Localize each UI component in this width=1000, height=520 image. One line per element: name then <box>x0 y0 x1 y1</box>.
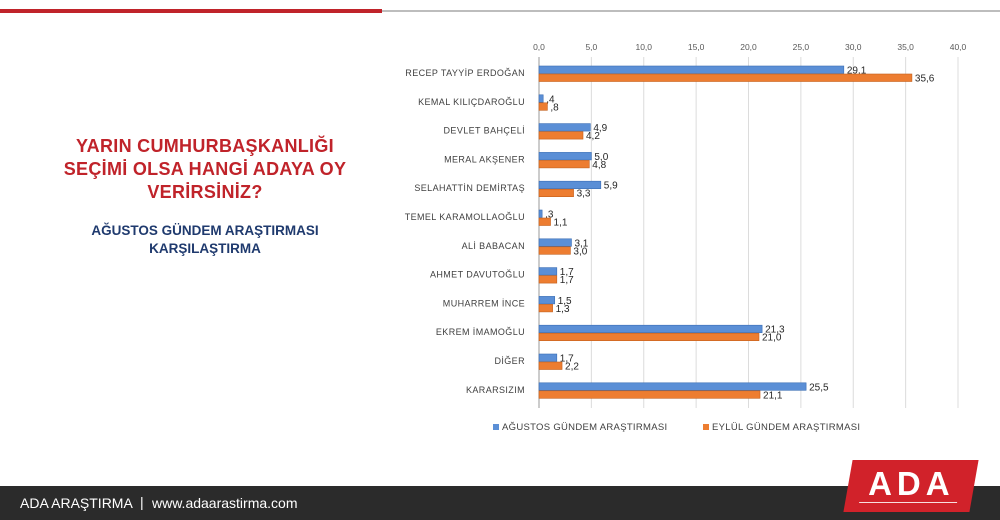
data-label: 25,5 <box>809 382 829 393</box>
bar-agustos <box>538 180 602 189</box>
top-accent-line <box>0 9 382 13</box>
data-label: 29,1 <box>847 66 867 77</box>
category-label: KARARSIZIM <box>466 385 525 395</box>
top-divider-line <box>0 10 1000 12</box>
bar-agustos <box>538 353 558 362</box>
data-label: 1,7 <box>560 354 574 365</box>
data-label: 1,1 <box>554 218 568 229</box>
category-label: SELAHATTİN DEMİRTAŞ <box>414 183 525 193</box>
footer-brand: ADA ARAŞTIRMA <box>20 495 133 511</box>
x-tick-label: 25,0 <box>793 42 810 52</box>
bar-agustos <box>538 382 807 391</box>
x-tick-label: 30,0 <box>845 42 862 52</box>
bar-eylul <box>538 275 558 284</box>
category-label: KEMAL KILIÇDAROĞLU <box>418 97 525 107</box>
bar-eylul <box>538 304 553 313</box>
bar-agustos <box>538 324 763 334</box>
category-label: MUHARREM İNCE <box>443 298 525 308</box>
category-label: DİĞER <box>494 356 525 366</box>
x-tick-label: 20,0 <box>740 42 757 52</box>
data-label: 3,0 <box>573 246 587 257</box>
data-label: 1,5 <box>558 296 572 307</box>
data-label: 4,2 <box>586 131 600 142</box>
data-label: 21,1 <box>763 390 783 401</box>
bar-eylul <box>538 217 551 226</box>
data-label: ,3 <box>545 210 554 221</box>
bar-eylul <box>538 160 590 169</box>
data-label: 4,8 <box>592 160 606 171</box>
legend-swatch-agustos <box>493 424 499 430</box>
bar-eylul <box>538 332 760 342</box>
bar-eylul <box>538 361 563 370</box>
bar-eylul <box>538 246 571 255</box>
x-tick-label: 0,0 <box>533 42 545 52</box>
slide-subtitle: AĞUSTOS GÜNDEM ARAŞTIRMASI KARŞILAŞTIRMA <box>91 223 319 256</box>
data-label: 5,9 <box>604 181 618 192</box>
bar-agustos <box>538 123 591 132</box>
x-tick-label: 35,0 <box>897 42 914 52</box>
category-label: TEMEL KARAMOLLAOĞLU <box>405 212 525 222</box>
bar-agustos <box>538 238 572 247</box>
data-label: 1,7 <box>560 267 574 278</box>
ada-logo: ADA <box>843 460 979 512</box>
logo-underline <box>859 502 958 503</box>
bar-eylul <box>538 102 548 111</box>
data-label: 1,7 <box>560 275 574 286</box>
bar-agustos <box>538 209 543 218</box>
legend-label-agustos: AĞUSTOS GÜNDEM ARAŞTIRMASI <box>502 422 667 433</box>
category-label: ALİ BABACAN <box>462 241 525 251</box>
bar-agustos <box>538 94 544 103</box>
logo-text: ADA <box>868 465 955 502</box>
data-label: 4,9 <box>593 123 607 134</box>
footer-separator: | <box>140 494 144 510</box>
data-label: 3,3 <box>577 189 591 200</box>
legend-swatch-eylul <box>703 424 709 430</box>
category-label: DEVLET BAHÇELİ <box>444 126 525 136</box>
x-tick-label: 15,0 <box>688 42 705 52</box>
data-label: 21,0 <box>762 333 782 344</box>
category-label: EKREM İMAMOĞLU <box>436 327 525 337</box>
data-label: ,4 <box>546 94 555 105</box>
category-label: MERAL AKŞENER <box>444 154 525 164</box>
data-label: 2,2 <box>565 362 579 373</box>
slide-title: YARIN CUMHURBAŞKANLIĞI SEÇİMİ OLSA HANGİ… <box>63 136 347 202</box>
bar-eylul <box>538 73 913 82</box>
bar-agustos <box>538 296 556 305</box>
x-tick-label: 5,0 <box>585 42 597 52</box>
x-tick-label: 40,0 <box>950 42 967 52</box>
category-label: AHMET DAVUTOĞLU <box>430 270 525 280</box>
data-label: ,8 <box>550 102 559 113</box>
bar-eylul <box>538 131 584 140</box>
legend-label-eylul: EYLÜL GÜNDEM ARAŞTIRMASI <box>712 422 860 433</box>
data-label: 3,1 <box>574 238 588 249</box>
bar-agustos <box>538 65 845 74</box>
bar-agustos <box>538 267 558 276</box>
footer-website-link[interactable]: www.adaarastirma.com <box>152 495 298 511</box>
x-tick-label: 10,0 <box>635 42 652 52</box>
bar-eylul <box>538 390 761 399</box>
data-label: 5,0 <box>594 152 608 163</box>
bar-agustos <box>538 152 592 161</box>
data-label: 1,3 <box>556 304 570 315</box>
footer-bar: ADA ARAŞTIRMA | www.adaarastirma.com <box>0 486 1000 520</box>
data-label: 35,6 <box>915 74 935 85</box>
bar-eylul <box>538 188 574 197</box>
bar-chart: 0,0 5,0 10,0 15,0 20,0 25,0 30,0 35,0 40,0 RECEP … <box>405 42 967 433</box>
data-label: 21,3 <box>765 325 785 336</box>
category-label: RECEP TAYYİP ERDOĞAN <box>405 68 525 78</box>
